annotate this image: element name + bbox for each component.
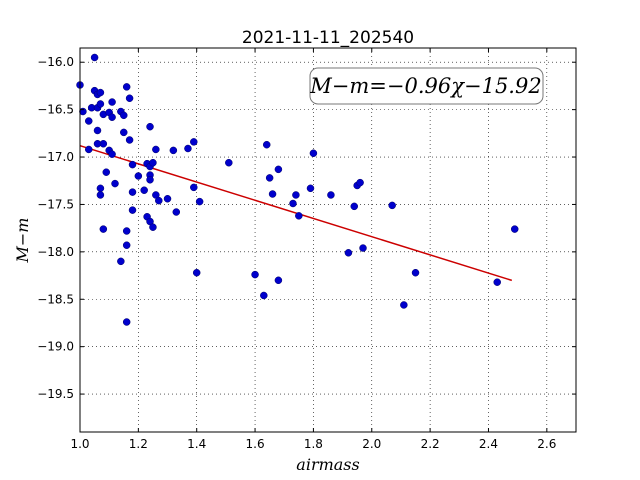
- data-point: [128, 188, 137, 196]
- data-point: [289, 199, 297, 208]
- data-point: [125, 94, 134, 103]
- data-point: [93, 140, 102, 148]
- x-axis-label: airmass: [296, 455, 359, 474]
- x-tick-label: 2.0: [362, 437, 381, 451]
- x-tick-label: 2.6: [537, 437, 556, 451]
- data-point: [102, 168, 111, 176]
- x-tick-label: 1.2: [129, 437, 148, 451]
- chart-title: 2021-11-11_202540: [242, 28, 414, 48]
- data-point: [192, 268, 201, 277]
- data-point: [225, 158, 233, 167]
- data-point: [85, 117, 93, 125]
- data-point: [400, 301, 408, 309]
- plot-frame: [79, 47, 577, 433]
- y-tick-label: −16.0: [37, 55, 74, 69]
- y-tick-label: −17.0: [37, 150, 74, 164]
- data-point: [262, 140, 271, 149]
- data-point: [122, 83, 131, 91]
- data-point: [295, 212, 303, 220]
- data-point: [260, 291, 268, 300]
- data-point: [96, 184, 105, 193]
- data-point: [134, 172, 143, 180]
- data-point: [140, 186, 148, 194]
- x-tick-label: 1.0: [70, 437, 89, 451]
- axis-ticks: 1.0 1.2 1.4 1.6 1.8 2.0 2.2 2.4 2.6 −16.0 −16.5 −17…: [37, 48, 576, 451]
- data-point: [155, 196, 163, 205]
- data-point: [274, 276, 283, 285]
- data-point: [108, 98, 116, 106]
- data-point: [149, 223, 157, 231]
- data-point: [268, 190, 277, 198]
- fit-equation-box: M−m=−0.96χ−15.92: [309, 67, 544, 105]
- data-point: [149, 158, 157, 167]
- data-point: [169, 146, 178, 155]
- data-point: [93, 126, 102, 135]
- data-points: [76, 53, 519, 326]
- data-point: [122, 241, 131, 249]
- fit-equation-label: M−m=−0.96χ−15.92: [309, 74, 541, 98]
- data-point: [190, 138, 198, 146]
- data-point: [96, 191, 105, 199]
- data-point: [146, 122, 154, 131]
- data-point: [128, 160, 137, 169]
- data-point: [411, 268, 420, 277]
- data-point: [163, 195, 172, 203]
- x-tick-label: 1.4: [187, 437, 206, 451]
- grid: [79, 48, 576, 432]
- data-point: [356, 178, 364, 187]
- data-point: [96, 100, 105, 108]
- data-point: [128, 206, 137, 214]
- data-point: [195, 197, 204, 206]
- data-point: [108, 113, 116, 121]
- y-tick-label: −19.5: [37, 387, 74, 401]
- data-point: [309, 149, 318, 157]
- data-point: [265, 174, 274, 182]
- y-tick-label: −18.5: [37, 292, 74, 306]
- data-point: [172, 208, 181, 216]
- y-axis-label: M−m: [13, 218, 32, 264]
- data-point: [251, 270, 259, 279]
- data-point: [510, 225, 519, 233]
- data-point: [306, 184, 315, 193]
- data-point: [292, 191, 300, 199]
- data-point: [90, 53, 99, 62]
- data-point: [120, 111, 128, 120]
- y-tick-label: −16.5: [37, 103, 74, 117]
- y-tick-label: −18.0: [37, 245, 74, 259]
- data-point: [146, 176, 154, 184]
- data-point: [344, 249, 353, 257]
- data-point: [359, 244, 367, 252]
- data-point: [493, 278, 501, 286]
- data-point: [190, 183, 198, 192]
- data-point: [111, 179, 119, 188]
- y-tick-label: −19.0: [37, 340, 74, 354]
- data-point: [99, 225, 108, 233]
- data-point: [350, 202, 359, 211]
- data-point: [152, 145, 160, 154]
- data-point: [184, 144, 192, 153]
- data-point: [120, 128, 128, 137]
- data-point: [125, 136, 134, 144]
- data-point: [96, 88, 105, 97]
- data-point: [274, 165, 283, 174]
- data-point: [122, 318, 131, 326]
- data-point: [117, 257, 125, 266]
- data-point: [388, 201, 396, 210]
- x-tick-label: 2.4: [479, 437, 498, 451]
- data-point: [85, 145, 93, 154]
- x-tick-label: 1.6: [246, 437, 265, 451]
- data-point: [122, 227, 131, 235]
- x-tick-label: 2.2: [421, 437, 440, 451]
- fit-equation-frame: [309, 67, 544, 105]
- x-tick-label: 1.8: [304, 437, 323, 451]
- y-tick-label: −17.5: [37, 197, 74, 211]
- data-point: [108, 150, 116, 158]
- data-point: [327, 191, 335, 199]
